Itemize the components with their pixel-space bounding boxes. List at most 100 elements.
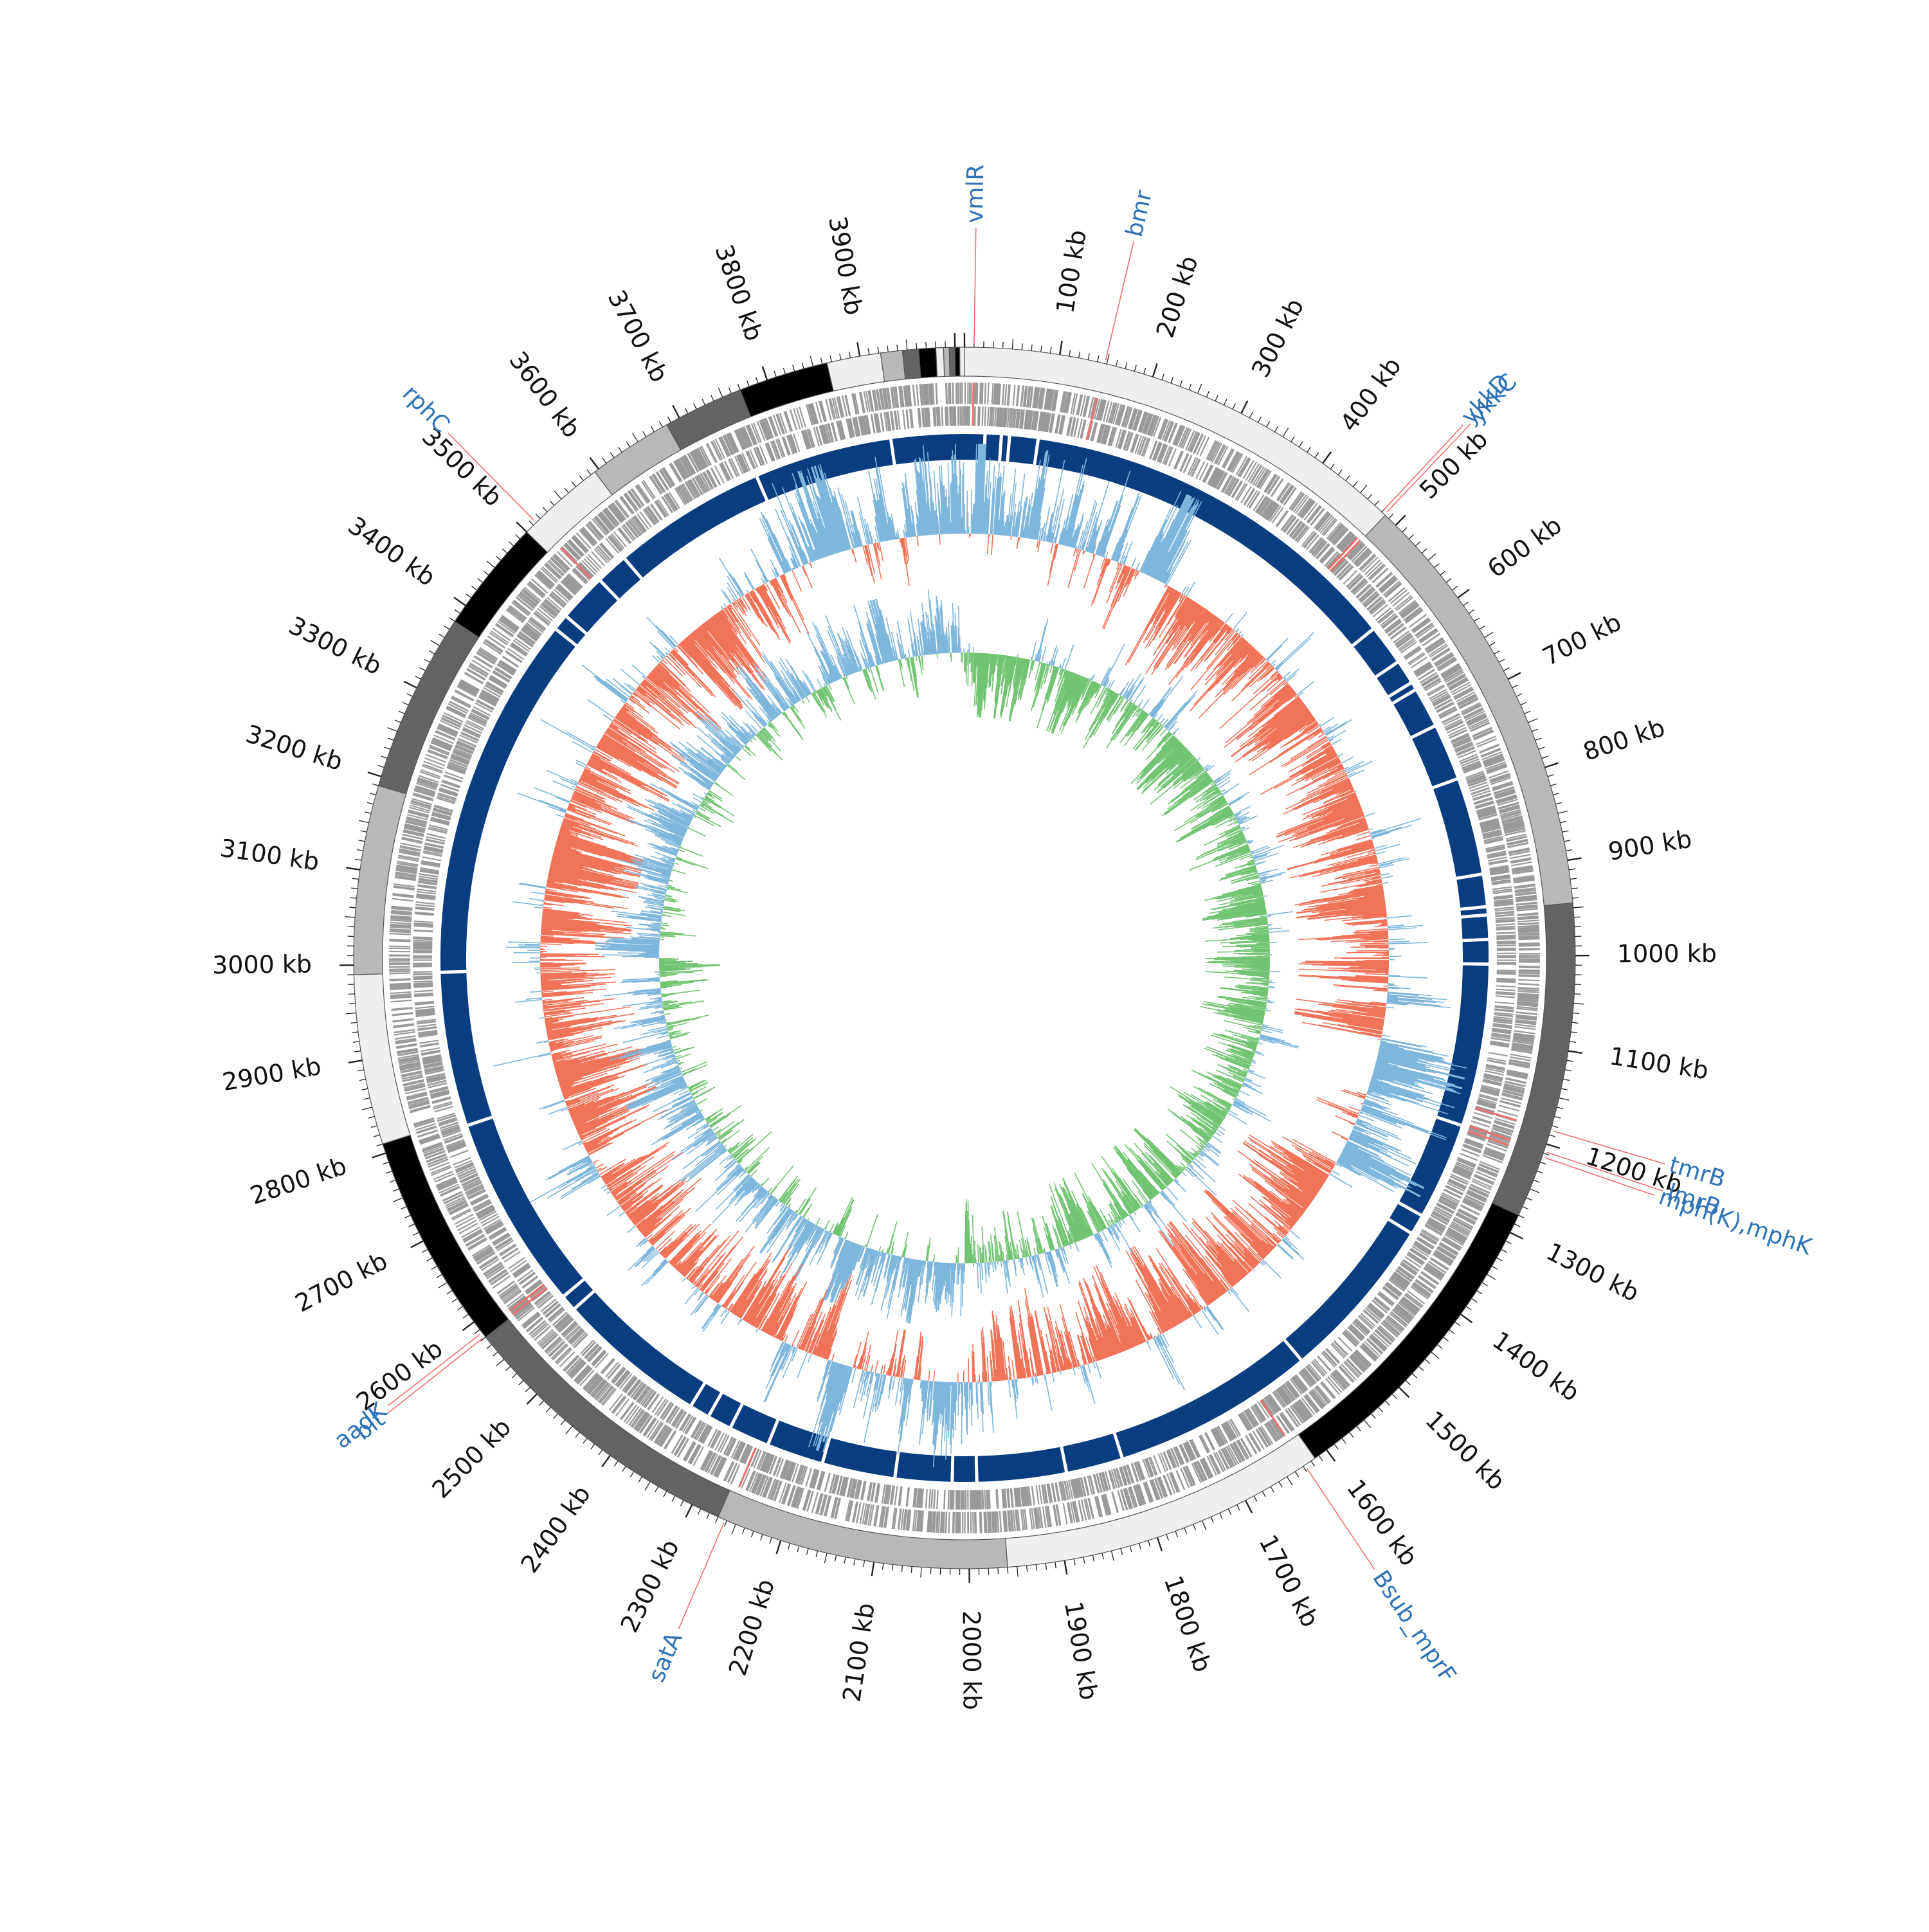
minor-tick bbox=[415, 676, 421, 680]
contig-segment bbox=[936, 348, 944, 377]
minor-tick bbox=[1412, 1373, 1417, 1378]
minor-tick bbox=[599, 1450, 602, 1455]
major-tick bbox=[527, 1394, 536, 1404]
minor-tick bbox=[725, 1521, 727, 1526]
minor-tick bbox=[1198, 384, 1202, 393]
minor-tick bbox=[1514, 1224, 1520, 1227]
minor-tick bbox=[1307, 447, 1311, 452]
minor-tick bbox=[1499, 659, 1505, 662]
tick-label: 600 kb bbox=[1482, 511, 1567, 584]
tick-label: 2400 kb bbox=[515, 1480, 596, 1578]
minor-tick bbox=[484, 571, 489, 575]
minor-tick bbox=[401, 1207, 406, 1209]
minor-tick bbox=[463, 1314, 468, 1318]
minor-tick bbox=[431, 640, 440, 646]
minor-tick bbox=[668, 417, 671, 422]
minor-tick bbox=[458, 1306, 463, 1310]
minor-tick bbox=[1311, 1461, 1315, 1466]
major-tick bbox=[404, 682, 417, 688]
minor-tick bbox=[1262, 1491, 1265, 1497]
minor-tick bbox=[1489, 642, 1495, 646]
minor-tick bbox=[512, 1373, 516, 1378]
minor-tick bbox=[1361, 485, 1367, 492]
major-tick bbox=[1546, 1144, 1560, 1148]
minor-tick bbox=[361, 1088, 368, 1090]
gc-skew-positive bbox=[595, 590, 1299, 1324]
blast-hit-segment bbox=[1462, 917, 1489, 939]
minor-tick bbox=[1166, 1535, 1168, 1540]
minor-tick bbox=[1125, 363, 1127, 369]
gene-leader-line bbox=[678, 1523, 724, 1630]
minor-tick bbox=[774, 371, 776, 377]
minor-tick bbox=[447, 1290, 452, 1294]
tick-label: 700 kb bbox=[1538, 608, 1626, 671]
tick-label: 1800 kb bbox=[1159, 1572, 1217, 1675]
minor-tick bbox=[475, 1330, 480, 1333]
minor-tick bbox=[1549, 1135, 1555, 1137]
minor-tick bbox=[1228, 1509, 1231, 1515]
minor-tick bbox=[409, 1224, 415, 1227]
blast-hit-segment bbox=[1393, 692, 1434, 736]
gc-skew-negative bbox=[659, 653, 1270, 1263]
minor-tick bbox=[1501, 1249, 1507, 1252]
minor-tick bbox=[547, 1407, 551, 1412]
major-tick bbox=[1399, 1387, 1409, 1397]
minor-tick bbox=[1506, 1241, 1512, 1244]
tick-label: 2700 kb bbox=[291, 1247, 392, 1318]
major-tick bbox=[1395, 515, 1406, 525]
minor-tick bbox=[493, 1352, 498, 1356]
minor-tick bbox=[1012, 339, 1013, 349]
major-tick bbox=[1568, 1051, 1582, 1053]
minor-tick bbox=[365, 812, 371, 813]
tick-label: 800 kb bbox=[1580, 713, 1669, 766]
major-tick bbox=[1157, 1537, 1162, 1551]
minor-tick bbox=[1079, 352, 1080, 358]
minor-tick bbox=[633, 433, 638, 442]
major-tick bbox=[590, 458, 599, 469]
major-tick bbox=[1060, 341, 1062, 355]
minor-tick bbox=[565, 488, 568, 493]
tick-label: 2000 kb bbox=[957, 1611, 986, 1710]
gene-label: Bsub_mprF bbox=[1367, 1566, 1461, 1687]
minor-tick bbox=[1088, 354, 1089, 360]
major-tick bbox=[1327, 1450, 1335, 1461]
major-tick bbox=[462, 1322, 474, 1330]
minor-tick bbox=[1440, 571, 1445, 575]
minor-tick bbox=[1552, 1126, 1558, 1128]
minor-tick bbox=[1469, 609, 1474, 613]
major-tick bbox=[516, 522, 527, 532]
minor-tick bbox=[388, 728, 397, 732]
contig-segment bbox=[960, 347, 964, 376]
minor-tick bbox=[1494, 651, 1500, 654]
minor-tick bbox=[645, 1482, 650, 1491]
gene-label: mph(K),mphK bbox=[1656, 1184, 1816, 1261]
minor-tick bbox=[349, 994, 355, 995]
minor-tick bbox=[680, 1501, 684, 1506]
minor-tick bbox=[1409, 534, 1413, 539]
minor-tick bbox=[393, 1189, 399, 1191]
tick-label: 3700 kb bbox=[602, 285, 674, 387]
tick-label: 3200 kb bbox=[242, 719, 346, 776]
minor-tick bbox=[1083, 1557, 1085, 1564]
minor-tick bbox=[439, 1283, 448, 1288]
tick-label: 1100 kb bbox=[1608, 1042, 1710, 1085]
major-tick bbox=[1458, 590, 1469, 598]
minor-tick bbox=[550, 501, 554, 505]
minor-tick bbox=[487, 1344, 492, 1348]
minor-tick bbox=[1530, 1189, 1539, 1193]
minor-tick bbox=[1027, 1566, 1028, 1572]
minor-tick bbox=[566, 1426, 572, 1434]
minor-tick bbox=[385, 747, 390, 749]
major-tick bbox=[1065, 1560, 1067, 1575]
minor-tick bbox=[1041, 346, 1042, 352]
minor-tick bbox=[1258, 417, 1262, 422]
tick-label: 3100 kb bbox=[219, 834, 322, 876]
major-tick bbox=[1510, 1232, 1523, 1239]
minor-tick bbox=[1566, 850, 1572, 851]
minor-tick bbox=[844, 1557, 846, 1564]
contig-segment bbox=[955, 347, 960, 376]
minor-tick bbox=[1055, 1562, 1056, 1568]
minor-tick bbox=[1487, 1274, 1496, 1279]
minor-tick bbox=[1144, 368, 1146, 374]
